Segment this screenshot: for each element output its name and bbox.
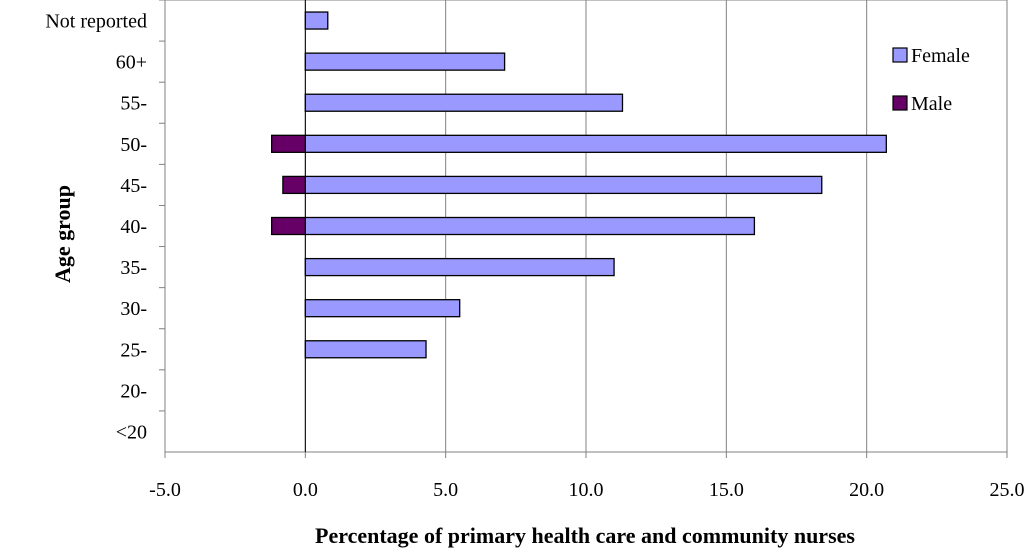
legend-swatch-female	[892, 47, 908, 63]
y-tick-label: 35-	[120, 257, 147, 279]
bar-female-35	[304, 257, 615, 277]
bar-male-50	[271, 134, 306, 153]
x-tick-label: 0.0	[293, 479, 318, 501]
bar-female-40	[304, 216, 756, 236]
y-tick-label: 45-	[120, 175, 147, 197]
bar-female-50	[304, 134, 887, 153]
bar-female-25	[304, 340, 427, 359]
y-axis-ticks: Not reported 60+ 55- 50- 45- 40- 35- 30- 25- 20- <…	[45, 0, 165, 443]
legend-swatch-male	[892, 95, 908, 111]
bar-male-40	[271, 216, 306, 236]
y-tick-label: Not reported	[45, 11, 147, 33]
bar-female-60	[304, 52, 506, 71]
y-tick-label: 60+	[116, 52, 147, 74]
bar-female-30	[304, 299, 461, 318]
legend: Female Male	[892, 45, 970, 115]
y-tick-label: 50-	[120, 134, 147, 156]
y-tick-label: 55-	[120, 93, 147, 115]
x-tick-label: -5.0	[149, 479, 181, 501]
x-tick-label: 20.0	[849, 479, 884, 501]
bar-female-45	[304, 175, 823, 195]
x-axis-ticks: -5.0 0.0 5.0 10.0 15.0 20.0 25.0	[149, 452, 1025, 501]
y-tick-label: 25-	[120, 339, 147, 361]
y-tick-label: 30-	[120, 298, 147, 320]
bar-female-55	[304, 93, 624, 112]
y-tick-label: 20-	[120, 380, 147, 402]
x-tick-label: 15.0	[709, 479, 744, 501]
y-tick-label: 40-	[120, 216, 147, 238]
x-tick-label: 10.0	[569, 479, 604, 501]
bar-male-45	[282, 175, 306, 195]
legend-label-male: Male	[911, 93, 952, 115]
x-tick-label: 25.0	[990, 479, 1025, 501]
bar-female-not-reported	[304, 11, 329, 30]
x-tick-label: 5.0	[433, 479, 458, 501]
x-axis-title: Percentage of primary health care and co…	[315, 523, 855, 548]
y-axis-title: Age group	[50, 185, 75, 283]
bars	[271, 11, 887, 359]
legend-label-female: Female	[911, 45, 970, 67]
y-tick-label: <20	[116, 421, 147, 443]
